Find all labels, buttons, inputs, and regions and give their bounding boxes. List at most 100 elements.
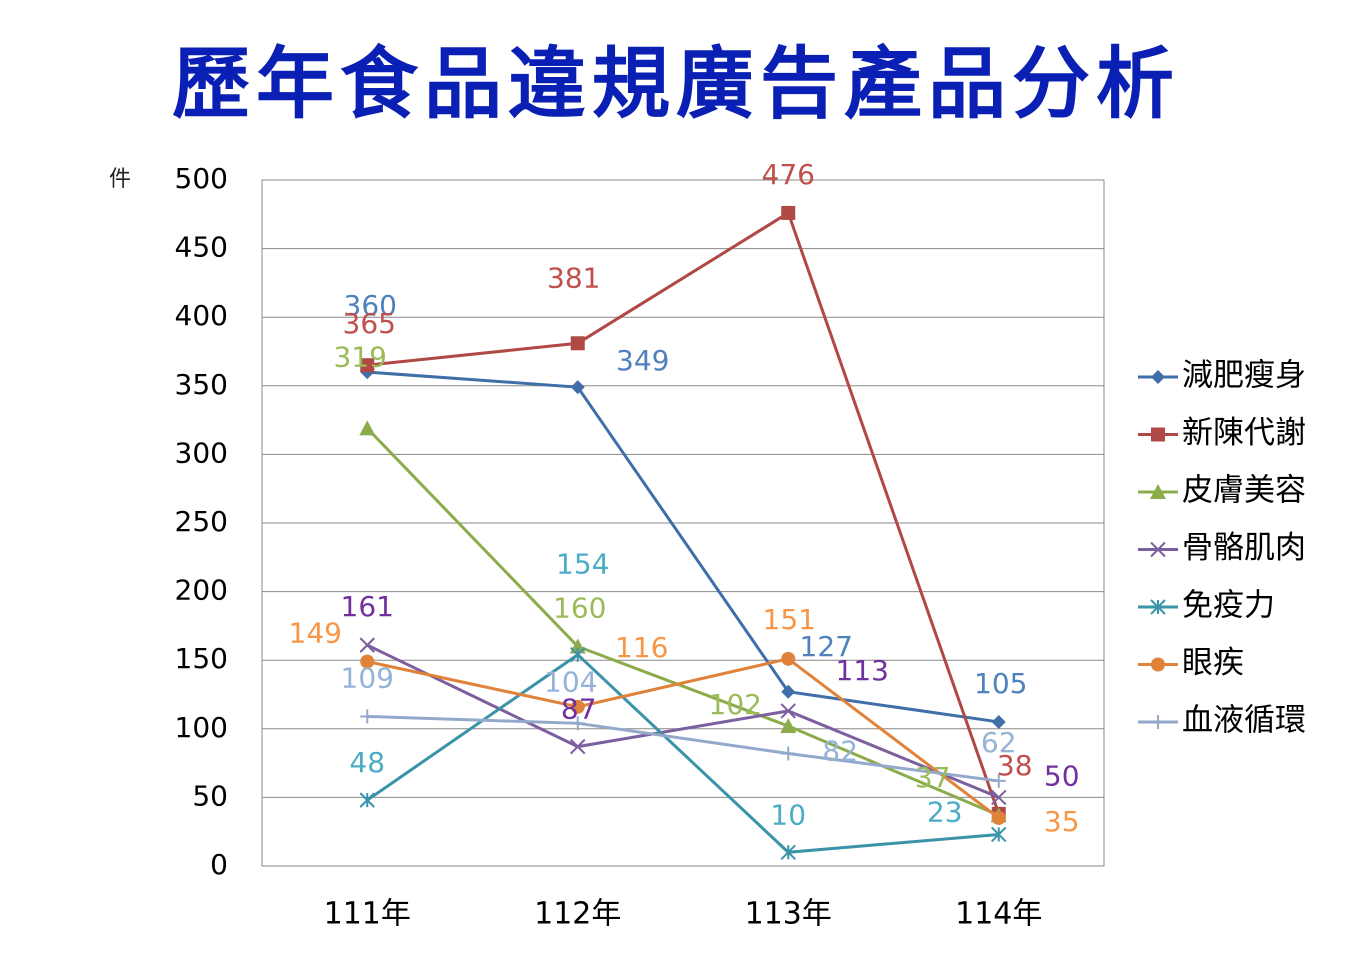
data-label: 127: [800, 630, 853, 663]
legend-label: 皮膚美容: [1182, 473, 1306, 509]
data-label: 151: [763, 603, 816, 636]
data-label: 50: [1044, 759, 1080, 792]
data-label: 82: [822, 734, 858, 767]
data-label: 149: [289, 617, 342, 650]
series: [359, 637, 1007, 806]
marker: [570, 380, 585, 395]
marker: [570, 336, 585, 351]
data-label: 87: [561, 693, 597, 726]
marker: [991, 789, 1007, 806]
data-label: 38: [997, 749, 1033, 782]
data-label: 161: [341, 590, 394, 623]
y-tick-label: 250: [175, 505, 228, 538]
marker: [570, 738, 586, 755]
y-tick-label: 500: [175, 162, 228, 195]
marker: [570, 699, 585, 714]
legend-marker: [1150, 541, 1166, 558]
legend-item: 血液循環: [1138, 703, 1306, 739]
data-label: 116: [615, 631, 668, 664]
marker: [781, 205, 796, 220]
line: [366, 427, 1000, 817]
data-label: 360: [344, 289, 397, 322]
data-label: 113: [836, 654, 889, 687]
x-tick-label: 114年: [955, 897, 1042, 932]
line: [366, 643, 1000, 799]
y-tick-label: 300: [175, 436, 228, 469]
legend-label: 血液循環: [1182, 703, 1306, 739]
y-tick-label: 350: [175, 368, 228, 401]
marker: [991, 810, 1006, 825]
legend-label: 骨骼肌肉: [1182, 530, 1306, 566]
legend-marker: [1151, 715, 1165, 729]
marker: [570, 716, 585, 731]
marker: [359, 420, 376, 436]
data-label: 160: [553, 591, 606, 624]
data-label: 23: [927, 795, 963, 828]
legend-label: 減肥瘦身: [1182, 358, 1306, 394]
marker: [991, 826, 1007, 843]
line: [367, 714, 999, 783]
marker: [991, 714, 1006, 729]
legend-item: 骨骼肌肉: [1138, 530, 1306, 566]
x-tick-label: 113年: [745, 897, 832, 932]
data-label: 154: [556, 548, 609, 581]
marker: [780, 844, 796, 860]
line: [367, 370, 999, 724]
data-label: 48: [349, 746, 385, 779]
data-label: 37: [915, 761, 951, 794]
y-tick-label: 0: [210, 848, 228, 881]
line: [366, 657, 1000, 820]
series: [360, 651, 1006, 825]
legend-marker: [1151, 657, 1165, 672]
series: [360, 709, 1006, 788]
data-label: 319: [334, 340, 387, 373]
data-label: 102: [709, 688, 762, 721]
legend-item: 皮膚美容: [1138, 473, 1306, 509]
legend-marker: [1151, 370, 1165, 384]
marker: [359, 792, 375, 808]
marker: [360, 709, 375, 724]
legend-item: 免疫力: [1138, 588, 1275, 624]
legend-marker: [1150, 484, 1166, 499]
data-label: 109: [341, 661, 394, 694]
y-tick-label: 150: [175, 642, 228, 675]
legend-item: 眼疾: [1138, 645, 1244, 681]
legend-marker: [1151, 427, 1165, 442]
line: [367, 210, 1001, 815]
chart-title: 歷年食品違規廣告產品分析: [172, 39, 1180, 130]
legend-marker: [1150, 599, 1166, 615]
data-label: 381: [547, 261, 600, 294]
data-label: 349: [616, 344, 669, 377]
data-label: 365: [343, 307, 396, 340]
y-tick-label: 200: [175, 574, 228, 607]
legend-label: 免疫力: [1182, 588, 1275, 624]
marker: [781, 684, 796, 699]
marker: [780, 703, 796, 719]
marker: [780, 718, 797, 734]
data-label: 476: [762, 158, 815, 191]
marker: [570, 647, 586, 663]
data-label: 104: [544, 665, 597, 698]
marker: [359, 637, 375, 653]
marker: [991, 773, 1006, 788]
data-label: 105: [974, 667, 1027, 700]
data-label: 10: [770, 798, 806, 831]
y-tick-label: 400: [175, 299, 228, 332]
y-tick-label: 450: [175, 231, 228, 264]
y-axis-label: 件: [109, 167, 131, 192]
marker: [781, 746, 796, 761]
x-tick-label: 111年: [324, 897, 411, 932]
legend-item: 新陳代謝: [1138, 415, 1306, 451]
y-tick-label: 50: [192, 779, 228, 812]
legend-item: 減肥瘦身: [1138, 358, 1306, 394]
legend-label: 新陳代謝: [1182, 415, 1306, 451]
legend-label: 眼疾: [1182, 645, 1244, 681]
marker: [360, 654, 375, 669]
line: [366, 652, 999, 854]
y-tick-label: 100: [175, 711, 228, 744]
marker: [781, 651, 796, 666]
x-tick-label: 112年: [534, 897, 621, 932]
data-label: 62: [981, 726, 1017, 759]
data-label: 35: [1044, 805, 1080, 838]
